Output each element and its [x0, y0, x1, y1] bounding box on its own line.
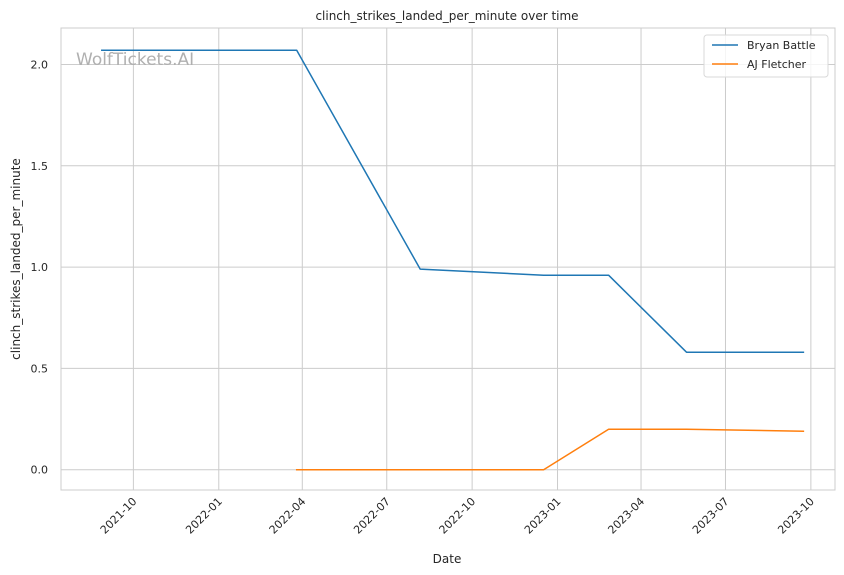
legend: Bryan Battle AJ Fletcher: [703, 34, 829, 78]
y-axis-ticks: 0.0 0.5 1.0 1.5 2.0: [31, 58, 49, 476]
y-tick-label: 1.5: [31, 160, 49, 173]
x-axis-label: Date: [433, 552, 462, 566]
series-layer: [101, 49, 805, 471]
series-line-aj-fletcher: [295, 428, 805, 471]
chart-title: clinch_strikes_landed_per_minute over ti…: [315, 9, 578, 23]
y-tick-label: 1.0: [31, 261, 49, 274]
plot-frame: [60, 27, 836, 491]
y-tick-label: 0.5: [31, 362, 49, 375]
plot-area: WolfTickets.AI: [60, 27, 836, 491]
y-tick-label: 2.0: [31, 58, 49, 71]
legend-label-aj-fletcher: AJ Fletcher: [747, 58, 807, 71]
y-tick-label: 0.0: [31, 464, 49, 477]
legend-label-bryan-battle: Bryan Battle: [747, 39, 816, 52]
x-gridlines: [132, 28, 812, 490]
series-line-bryan-battle: [101, 49, 805, 353]
watermark: WolfTickets.AI: [76, 50, 194, 70]
y-axis-label: clinch_strikes_landed_per_minute: [9, 158, 23, 360]
plot-background: [61, 28, 835, 490]
